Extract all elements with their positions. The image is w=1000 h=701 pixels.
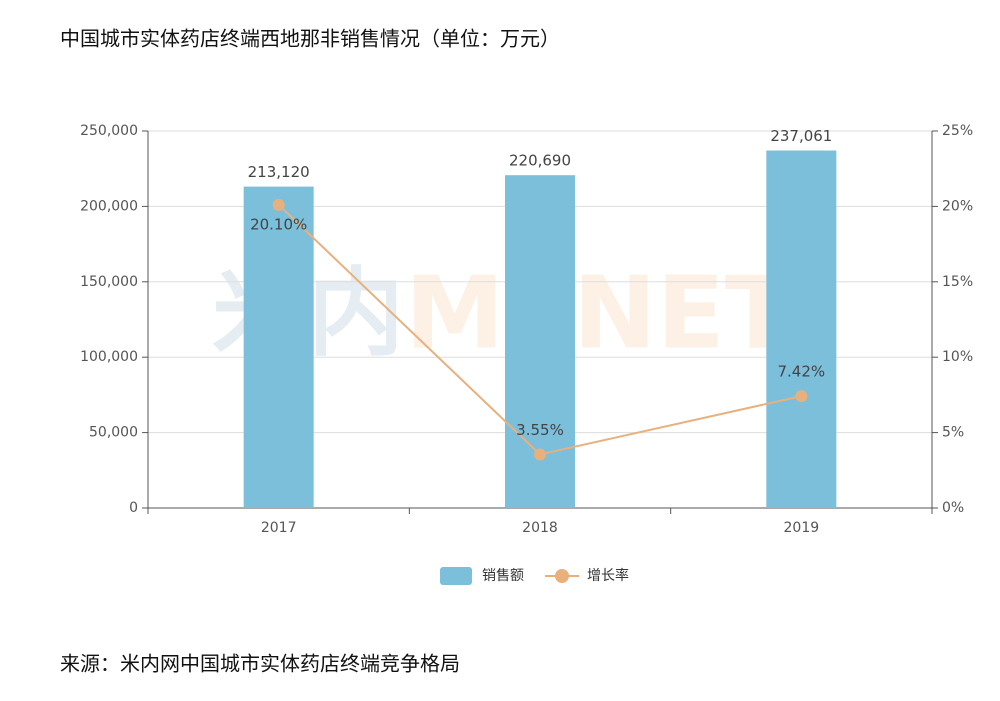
data-label: 213,120 bbox=[248, 163, 310, 181]
y-tick-label: 250,000 bbox=[80, 123, 138, 139]
y-tick-label: 0 bbox=[129, 500, 138, 516]
y-tick-label: 150,000 bbox=[80, 274, 138, 290]
chart-title: 中国城市实体药店终端西地那非销售情况（单位：万元） bbox=[60, 27, 560, 51]
legend-swatch bbox=[440, 567, 472, 585]
legend-swatch bbox=[555, 569, 569, 583]
bar bbox=[243, 186, 314, 508]
y-tick-label: 200,000 bbox=[80, 198, 138, 214]
y2-tick-label: 25% bbox=[942, 123, 973, 139]
legend-label: 销售额 bbox=[482, 568, 524, 584]
y2-tick-label: 5% bbox=[942, 425, 964, 441]
y2-tick-label: 10% bbox=[942, 349, 973, 365]
data-label: 3.55% bbox=[516, 421, 564, 439]
y-tick-label: 100,000 bbox=[80, 349, 138, 365]
y2-tick-label: 15% bbox=[942, 274, 973, 290]
point bbox=[534, 448, 546, 461]
data-label: 237,061 bbox=[770, 127, 832, 145]
point bbox=[795, 390, 808, 403]
legend-label: 增长率 bbox=[587, 567, 629, 584]
x-tick-label: 2017 bbox=[261, 520, 297, 536]
y-tick-label: 50,000 bbox=[89, 425, 138, 441]
x-tick-label: 2019 bbox=[784, 520, 820, 536]
bar bbox=[766, 150, 837, 508]
source: 来源：米内网中国城市实体药店终端竞争格局 bbox=[60, 652, 460, 676]
point bbox=[272, 198, 285, 211]
y2-tick-label: 0% bbox=[942, 500, 964, 516]
data-label: 20.10% bbox=[250, 215, 307, 233]
watermark: MENET bbox=[405, 254, 793, 371]
data-label: 220,690 bbox=[509, 152, 571, 170]
x-tick-label: 2018 bbox=[522, 520, 558, 536]
data-label: 7.42% bbox=[778, 363, 826, 381]
y2-tick-label: 20% bbox=[942, 198, 973, 214]
